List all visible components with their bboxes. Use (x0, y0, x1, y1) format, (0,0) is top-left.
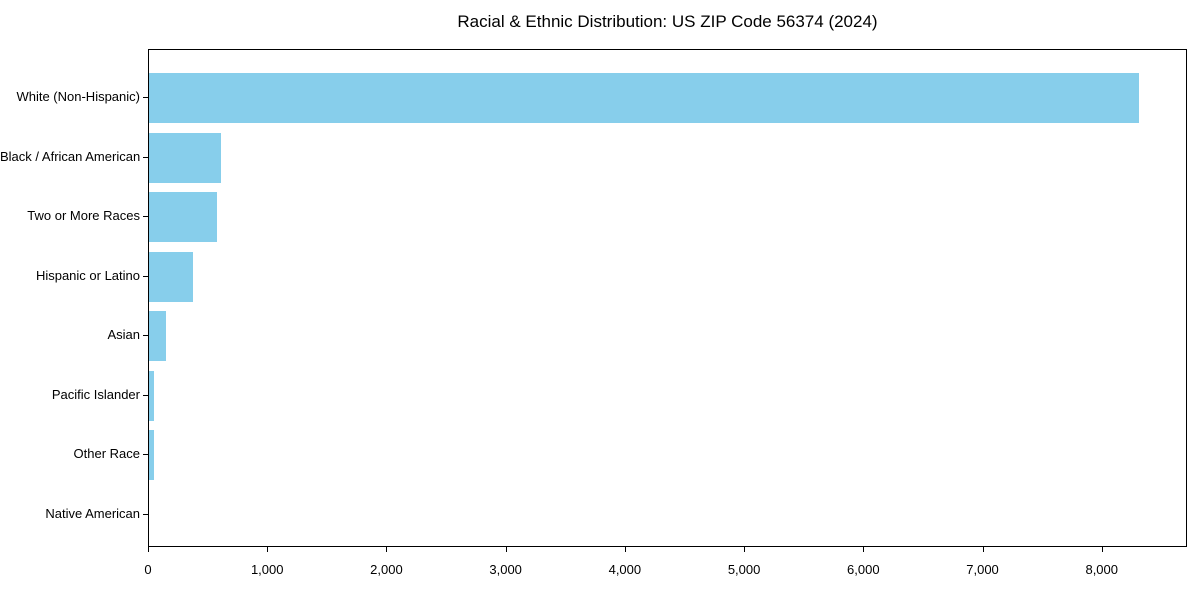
y-tick-label-two-or-more-races: Two or More Races (27, 208, 140, 224)
y-tick-label-asian: Asian (107, 327, 140, 343)
x-tick-label-1-000: 1,000 (250, 562, 284, 577)
bar-white-non-hispanic (149, 73, 1139, 123)
x-tick-mark (863, 547, 865, 552)
bar-other-race (149, 430, 155, 481)
y-tick-mark (143, 156, 148, 158)
y-tick-label-pacific-islander: Pacific Islander (51, 386, 140, 402)
y-tick-label-white-non-hispanic: White (Non-Hispanic) (16, 89, 140, 104)
y-tick-label-hispanic-or-latino: Hispanic or Latino (35, 267, 140, 283)
bar-black-african-american (149, 132, 221, 183)
plot-area (148, 49, 1187, 547)
x-tick-label-8-000: 8,000 (1085, 562, 1119, 577)
x-tick-label-0: 0 (144, 562, 152, 577)
y-tick-label-black-african-american: Black / African American (0, 148, 141, 164)
y-tick-mark (143, 454, 148, 456)
x-tick-label-3-000: 3,000 (489, 562, 522, 577)
x-tick-mark (267, 547, 269, 552)
y-tick-mark (143, 97, 148, 98)
x-tick-label-5-000: 5,000 (727, 562, 761, 577)
bar-asian (149, 311, 166, 362)
y-tick-mark (143, 216, 148, 218)
bar-two-or-more-races (149, 192, 217, 243)
y-tick-label-native-american: Native American (45, 505, 140, 521)
chart-title: Racial & Ethnic Distribution: US ZIP Cod… (457, 12, 878, 31)
y-tick-mark (143, 394, 148, 396)
x-tick-mark (982, 547, 984, 552)
x-tick-mark (1101, 547, 1103, 552)
y-tick-mark (143, 513, 148, 515)
x-tick-label-6-000: 6,000 (847, 562, 880, 577)
x-tick-label-7-000: 7,000 (966, 562, 999, 577)
y-tick-mark (143, 275, 148, 277)
x-tick-label-2-000: 2,000 (370, 562, 403, 577)
x-tick-mark (624, 547, 626, 552)
bar-pacific-islander (149, 370, 154, 421)
bar-hispanic-or-latino (149, 251, 194, 302)
y-tick-mark (143, 335, 148, 337)
y-tick-label-other-race: Other Race (73, 446, 140, 462)
x-tick-mark (386, 547, 388, 552)
x-tick-mark (744, 547, 746, 552)
x-tick-mark (148, 547, 149, 552)
x-tick-mark (505, 547, 507, 552)
x-tick-label-4-000: 4,000 (608, 562, 642, 577)
